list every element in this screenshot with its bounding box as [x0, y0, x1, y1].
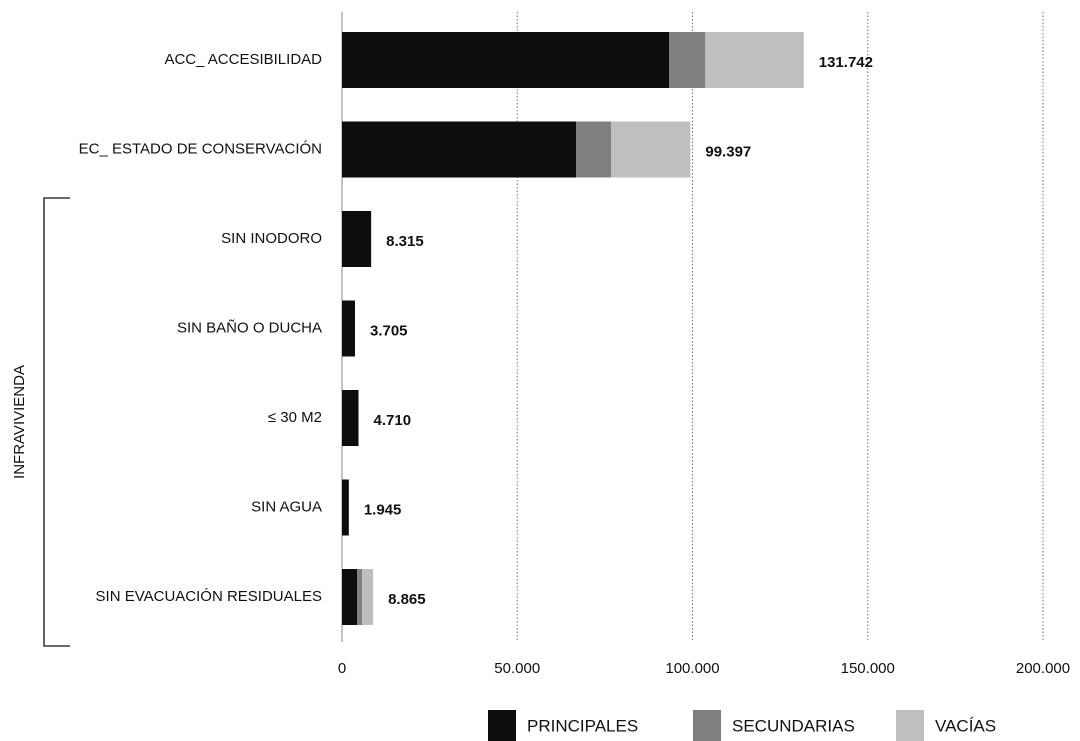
bar-segment	[342, 390, 359, 446]
total-label: 1.945	[364, 501, 402, 518]
group-label: INFRAVIVIENDA	[11, 365, 28, 479]
y-tick-label: ≤ 30 M2	[268, 409, 322, 426]
total-label: 4.710	[374, 412, 412, 429]
bar-segment	[362, 569, 374, 625]
y-tick-label: EC_ ESTADO DE CONSERVACIÓN	[79, 140, 322, 157]
legend-label: SECUNDARIAS	[732, 716, 855, 735]
x-tick-label: 0	[338, 660, 346, 677]
total-label: 131.742	[819, 54, 873, 71]
x-tick-label: 150.000	[841, 660, 895, 677]
y-tick-label: SIN INODORO	[221, 230, 322, 247]
y-tick-label: SIN BAÑO O DUCHA	[177, 319, 322, 336]
bar-segment	[342, 32, 669, 88]
total-label: 3.705	[370, 322, 408, 339]
bar-segment	[342, 479, 349, 536]
bar-segment	[668, 32, 705, 88]
x-tick-label: 50.000	[494, 660, 540, 677]
y-tick-label: SIN AGUA	[251, 498, 322, 515]
total-label: 99.397	[705, 143, 751, 160]
legend-swatch	[488, 710, 516, 741]
bar-segment	[342, 300, 355, 357]
bar-segment	[611, 121, 691, 178]
legend-label: VACÍAS	[935, 716, 996, 735]
bar-segment	[704, 32, 804, 88]
x-tick-label: 200.000	[1016, 660, 1070, 677]
bar-segment	[342, 121, 577, 178]
bar-segment	[576, 121, 612, 178]
y-tick-label: SIN EVACUACIÓN RESIDUALES	[96, 588, 322, 605]
bar-segment	[342, 211, 372, 267]
legend-swatch	[896, 710, 924, 741]
bracket	[43, 197, 70, 647]
bar-segment	[342, 569, 358, 625]
y-tick-label: ACC_ ACCESIBILIDAD	[164, 51, 322, 68]
legend-swatch	[693, 710, 721, 741]
legend-label: PRINCIPALES	[527, 716, 638, 735]
total-label: 8.315	[386, 233, 424, 250]
bar-segment	[357, 569, 363, 625]
x-tick-label: 100.000	[665, 660, 719, 677]
total-label: 8.865	[388, 591, 426, 608]
